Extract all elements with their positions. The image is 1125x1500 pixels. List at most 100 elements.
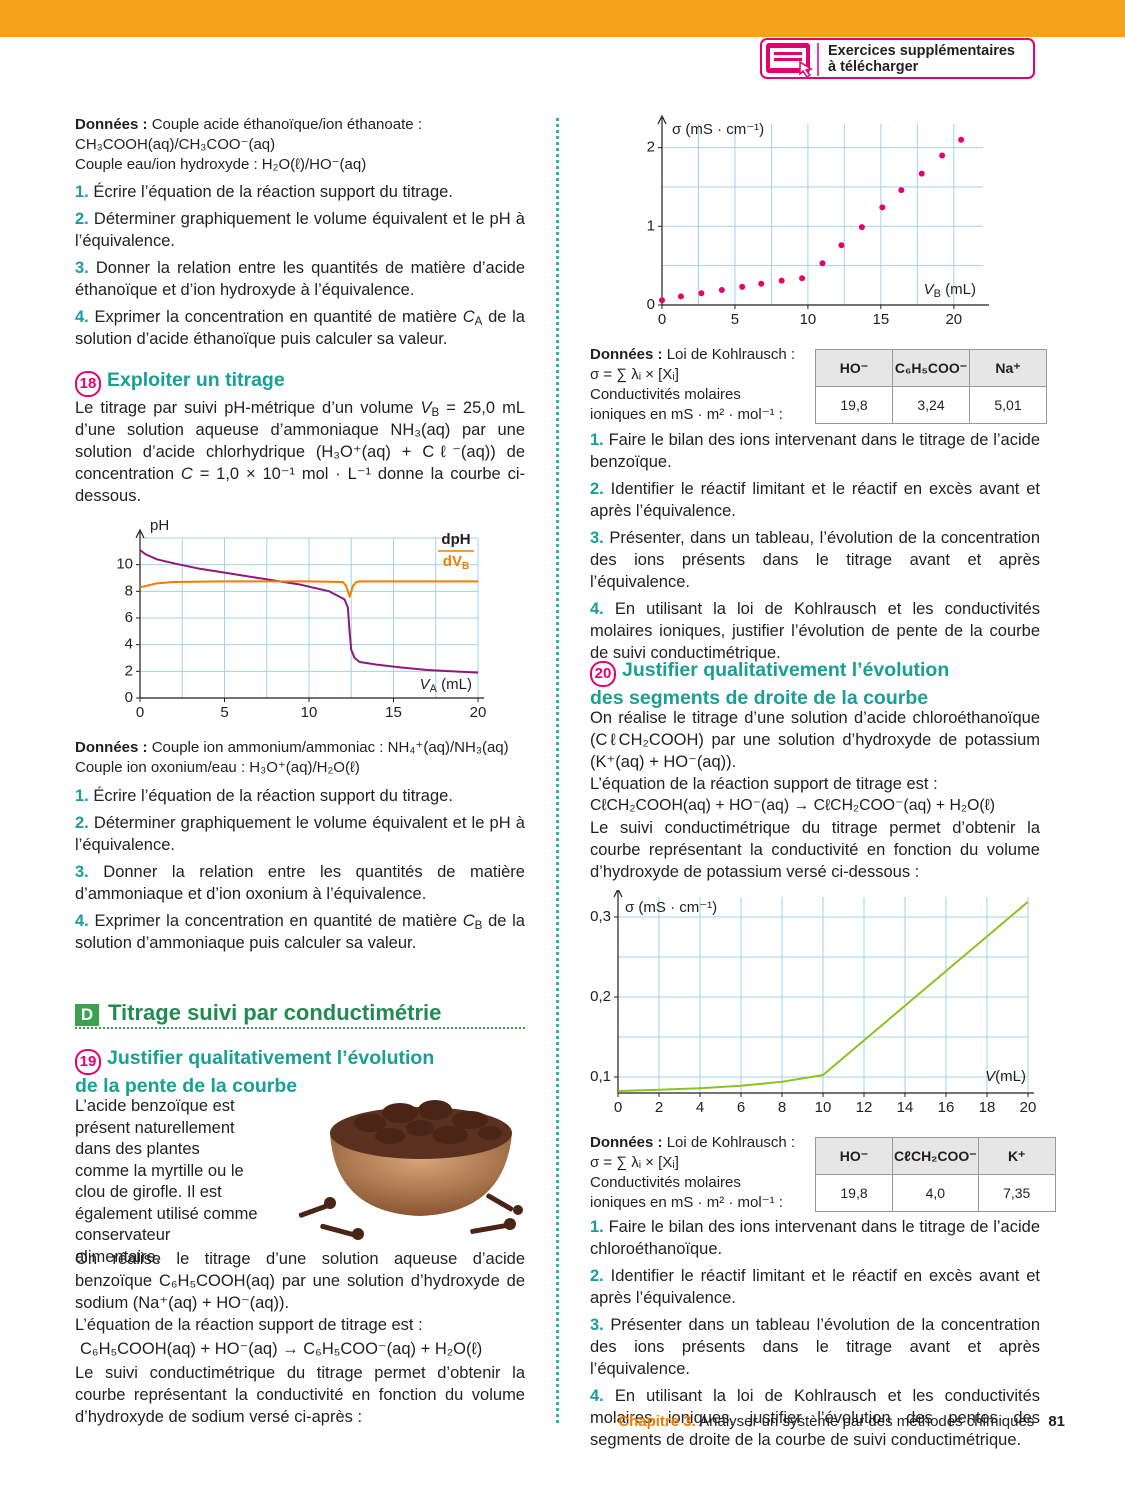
paragraph: On réalise le titrage d’une solution d’a… <box>590 709 1040 771</box>
data-line: Couple ion oxonium/eau : H₃O⁺(aq)/H₂O(ℓ) <box>75 759 360 776</box>
download-badge[interactable]: Exercices supplémentaires à télécharger <box>760 38 1035 79</box>
icon-bar <box>774 52 802 55</box>
y-tick-label: 1 <box>647 217 655 234</box>
question: 1. Faire le bilan des ions intervenant d… <box>590 1216 1040 1260</box>
y-tick-label: 0 <box>647 296 655 313</box>
x-tick-label: 10 <box>800 311 817 328</box>
question: 2. Identifier le réactif limitant et le … <box>590 1265 1040 1309</box>
table-header: K⁺ <box>977 1137 1056 1175</box>
question-number: 1. <box>75 787 89 805</box>
x-tick-label: 20 <box>1020 1099 1037 1116</box>
question: 3. Donner la relation entre les quantité… <box>75 861 525 905</box>
axis-arrow <box>657 114 667 125</box>
data-line: Couple ion ammonium/ammoniac : NH₄⁺(aq)/… <box>151 739 509 756</box>
y-tick-label: 0 <box>125 689 133 706</box>
y-tick-label: 0,1 <box>590 1068 611 1085</box>
data-line <box>139 549 479 674</box>
paragraph: On réalise le titrage d’une solution aqu… <box>75 1250 525 1312</box>
x-axis-label-part: V <box>985 1068 997 1085</box>
x-tick-label: 15 <box>873 311 890 328</box>
title-text: Justifier qualitativement l’évolution <box>107 1047 435 1069</box>
question-text: Déterminer graphiquement le volume équiv… <box>75 210 525 250</box>
text-run: Exprimer la concentration en quantité de… <box>94 912 463 930</box>
paragraph: L’équation de la réaction support de tit… <box>590 775 938 793</box>
data-label: Données : <box>75 739 148 756</box>
question-number: 2. <box>75 814 89 832</box>
legend-label-part: B <box>462 561 469 572</box>
data-point <box>879 204 886 211</box>
questions: 1. Faire le bilan des ions intervenant d… <box>590 1216 1040 1456</box>
formula: σ = ∑ λᵢ × [Xᵢ] <box>590 1154 679 1171</box>
x-tick-label: 2 <box>655 1099 663 1116</box>
data-line: Conductivités molaires <box>590 386 741 403</box>
axis-arrow <box>613 890 623 898</box>
data-point <box>898 187 905 194</box>
formula: σ = ∑ λᵢ × [Xᵢ] <box>590 366 679 383</box>
x-tick-label: 16 <box>938 1099 955 1116</box>
table-header: Na⁺ <box>969 349 1047 387</box>
chapter: Chapitre 3. <box>618 1413 696 1430</box>
question: 4. En utilisant la loi de Kohlrausch et … <box>590 598 1040 664</box>
exercise-title: 20 Justifier qualitativement l’évolution … <box>590 659 949 710</box>
text-run: = 25,0 mL d’une solution aqueuse d’ammon… <box>75 399 525 483</box>
question-number: 1. <box>590 1218 604 1236</box>
x-tick-label: 4 <box>696 1099 704 1116</box>
table-cell: 5,01 <box>969 386 1047 424</box>
x-axis-label-part: V <box>924 281 936 298</box>
x-tick-label: 8 <box>778 1099 786 1116</box>
data-point <box>698 290 705 297</box>
question-text: Faire le bilan des ions intervenant dans… <box>590 431 1040 471</box>
question-text: Donner la relation entre les quantités d… <box>75 863 525 903</box>
question-text: Déterminer graphiquement le volume équiv… <box>75 814 525 854</box>
data-point <box>718 287 725 294</box>
x-axis-label-part: (mL) <box>437 676 472 693</box>
data-block: Données : Couple acide éthanoïque/ion ét… <box>75 115 525 175</box>
question-number: 4. <box>75 308 89 326</box>
footer: Chapitre 3. Analyser un système par des … <box>618 1413 1065 1430</box>
x-tick-label: 0 <box>614 1099 622 1116</box>
x-axis-label: VB (mL) <box>924 281 976 300</box>
y-tick-label: 0,2 <box>590 988 611 1005</box>
data-point <box>858 224 865 231</box>
exercise-number: 18 <box>75 371 101 397</box>
text-run: C <box>180 465 193 483</box>
ion-table: HO⁻ C₆H₅COO⁻ Na⁺ 19,8 3,24 5,01 <box>815 349 1047 424</box>
question-text: Faire le bilan des ions intervenant dans… <box>590 1218 1040 1258</box>
data-point <box>778 277 785 284</box>
text-run: = 1,0 × 10⁻¹ mol · L⁻¹ donne la courbe c… <box>75 465 525 505</box>
questions: 1. Écrire l’équation de la réaction supp… <box>75 181 525 355</box>
question: 3. Présenter dans un tableau l’évolution… <box>590 1314 1040 1380</box>
section-rule <box>75 1027 525 1029</box>
y-axis-label: σ (mS · cm⁻¹) <box>672 121 764 138</box>
ph-chart: 0 5 10 15 20 0 2 4 6 8 10 pH VA (mL) dpH dVB <box>116 517 486 721</box>
y-axis-label: pH <box>150 517 169 534</box>
table-header: HO⁻ <box>815 1137 893 1175</box>
x-tick-label: 14 <box>897 1099 914 1116</box>
data-point <box>758 280 765 287</box>
badge-text: Exercices supplémentaires à télécharger <box>828 43 1015 75</box>
chapter-title: Analyser un système par des méthodes chi… <box>699 1413 1035 1430</box>
question: 4. En utilisant la loi de Kohlrausch et … <box>590 1385 1040 1451</box>
data-line: ioniques en mS · m² · mol⁻¹ : <box>590 1194 783 1211</box>
table-cell: 4,0 <box>892 1174 979 1212</box>
text-run: Le titrage par suivi pH-métrique d’un vo… <box>75 399 421 417</box>
x-axis-label: V(mL) <box>985 1068 1026 1085</box>
x-tick-label: 12 <box>856 1099 873 1116</box>
x-tick-label: 5 <box>731 311 739 328</box>
data-point <box>677 293 684 300</box>
data-point <box>739 283 746 290</box>
question-number: 3. <box>75 259 89 277</box>
top-bar <box>0 0 1125 37</box>
data-line <box>139 580 478 598</box>
question-text: Exprimer la concentration en quantité de… <box>75 308 525 348</box>
data-block: Données : Couple ion ammonium/ammoniac :… <box>75 738 525 778</box>
conductivity-chart: 0 5 10 15 20 0 1 2 σ (mS · cm⁻¹) VB (mL) <box>647 114 989 328</box>
data-block: Données : Loi de Kohlrausch : σ = ∑ λᵢ ×… <box>590 345 815 425</box>
section-title: Titrage suivi par conductimétrie <box>108 1000 442 1025</box>
data-line: Loi de Kohlrausch : <box>666 346 796 363</box>
data-line: CH₃COOH(aq)/CH₃COO⁻(aq) <box>75 136 276 153</box>
text-run: de la solution d’acide éthanoïque puis c… <box>75 308 525 348</box>
x-tick-label: 10 <box>301 704 318 721</box>
x-tick-label: 18 <box>979 1099 996 1116</box>
paragraph: Le suivi conductimétrique du titrage per… <box>590 819 1040 881</box>
